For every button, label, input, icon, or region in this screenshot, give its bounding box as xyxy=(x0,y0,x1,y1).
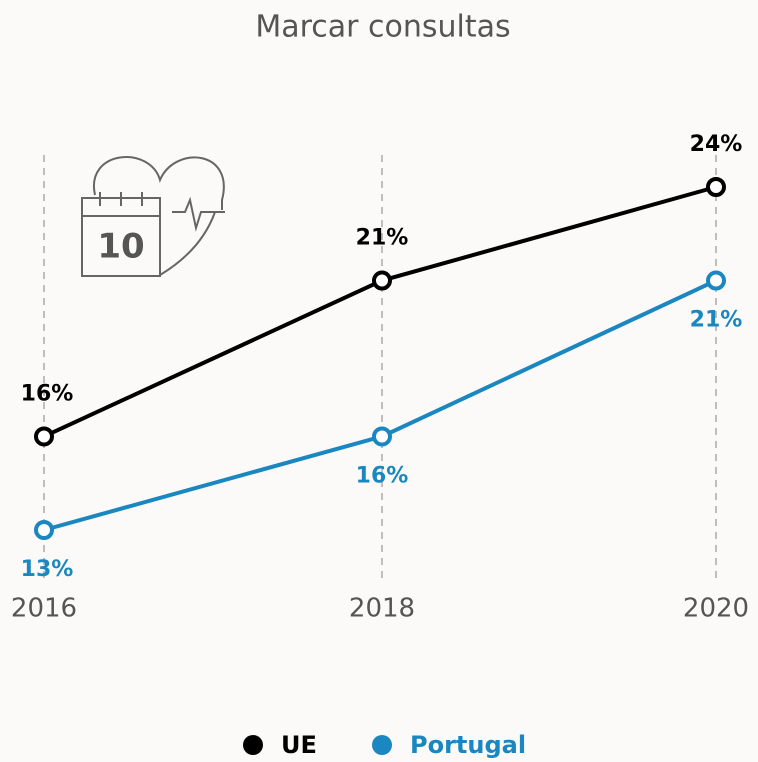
data-label: 21% xyxy=(690,308,743,333)
legend-label: Portugal xyxy=(410,731,526,759)
x-tick-label: 2020 xyxy=(683,594,749,624)
point xyxy=(706,270,726,291)
data-label: 13% xyxy=(21,557,74,582)
data-label: 21% xyxy=(356,226,409,251)
chart-title: Marcar consultas xyxy=(255,10,510,45)
data-label: 16% xyxy=(21,381,74,406)
icon-label: 10 xyxy=(97,227,144,267)
x-tick-label: 2016 xyxy=(11,594,77,624)
legend-marker xyxy=(243,735,263,755)
point xyxy=(34,426,54,447)
point xyxy=(34,520,54,540)
x-tick-label: 2018 xyxy=(349,594,415,624)
point xyxy=(706,177,726,197)
legend-label: UE xyxy=(281,731,317,759)
icon xyxy=(81,156,225,277)
data-label: 24% xyxy=(690,132,743,157)
data-label: 16% xyxy=(356,463,409,488)
point xyxy=(372,270,392,291)
point xyxy=(372,426,392,447)
legend-marker xyxy=(372,735,392,755)
